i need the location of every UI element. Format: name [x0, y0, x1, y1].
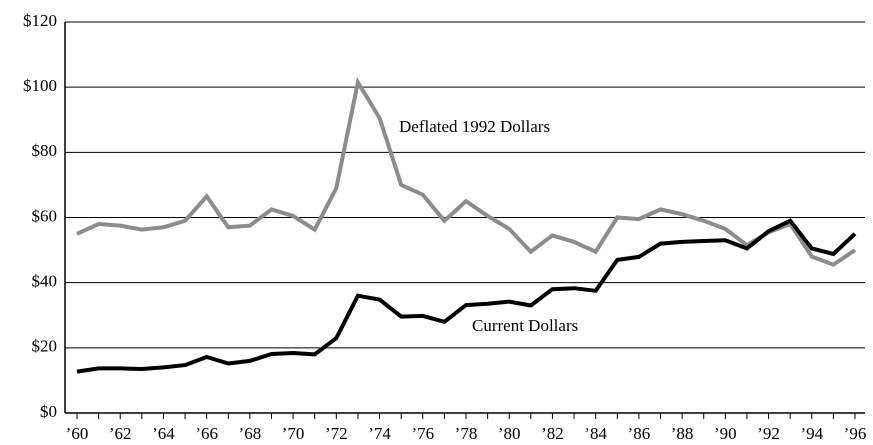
x-tick-label: ’62: [109, 424, 132, 443]
x-tick-label: ’60: [66, 424, 89, 443]
y-tick-label: $60: [32, 206, 58, 225]
x-tick-label: ’72: [325, 424, 348, 443]
x-tick-label: ’76: [411, 424, 434, 443]
series-label: Current Dollars: [472, 316, 578, 335]
y-tick-label: $80: [32, 141, 58, 160]
y-tick-label: $40: [32, 272, 58, 291]
x-tick-label: ’92: [757, 424, 780, 443]
x-tick-label: ’84: [584, 424, 607, 443]
y-tick-label: $120: [23, 11, 57, 30]
line-series: [76, 76, 857, 267]
x-tick-label: ’82: [541, 424, 564, 443]
series-label: Deflated 1992 Dollars: [399, 117, 550, 136]
x-tick-label: ’78: [455, 424, 478, 443]
x-tick-label: ’88: [671, 424, 694, 443]
y-tick-label: $100: [23, 76, 57, 95]
x-tick-label: ’68: [239, 424, 262, 443]
x-tick-label: ’74: [368, 424, 391, 443]
x-tick-label: ’80: [498, 424, 521, 443]
x-tick-label: ’70: [282, 424, 305, 443]
line-series: [76, 218, 857, 374]
x-tick-label: ’96: [844, 424, 867, 443]
y-tick-label: $20: [32, 337, 58, 356]
x-tick-label: ’90: [714, 424, 737, 443]
x-tick-label: ’86: [628, 424, 651, 443]
x-tick-label: ’66: [195, 424, 218, 443]
x-tick-label: ’64: [152, 424, 175, 443]
x-tick-label: ’94: [800, 424, 823, 443]
y-tick-label: $0: [40, 402, 57, 421]
